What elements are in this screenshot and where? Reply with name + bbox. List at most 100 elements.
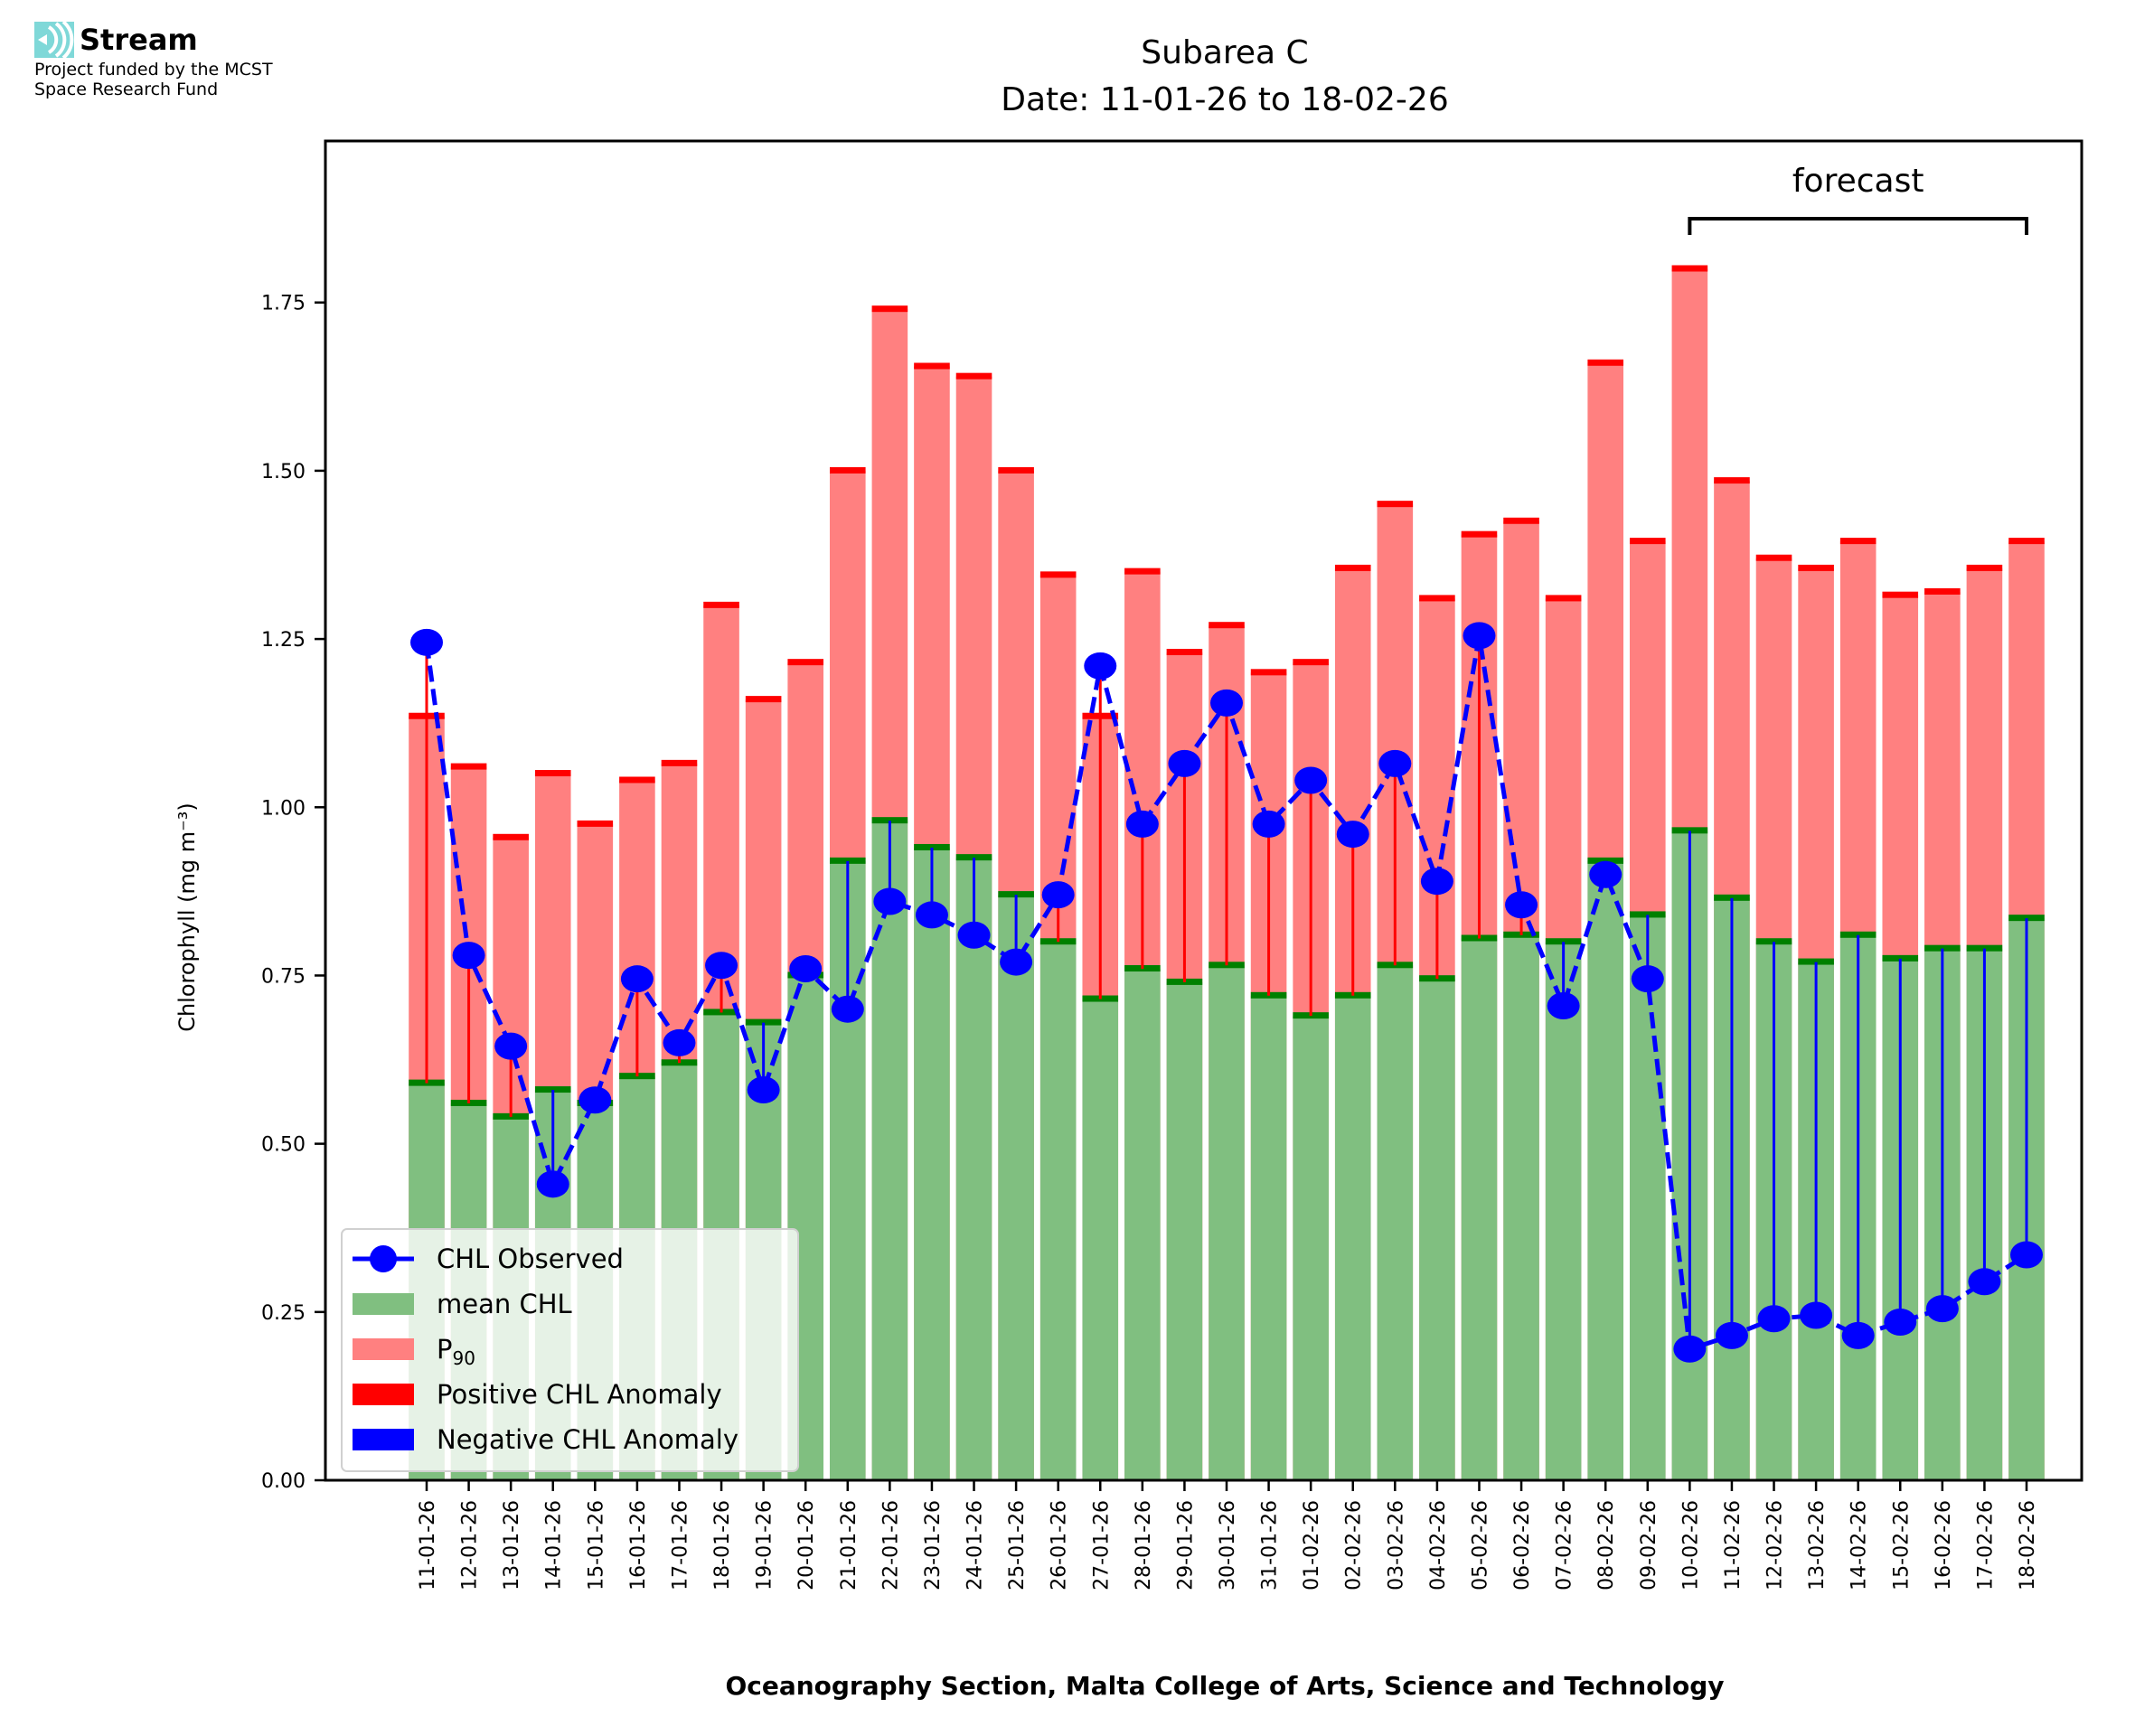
observed-point	[452, 942, 485, 970]
p90-cap	[1377, 501, 1414, 508]
p90-cap	[829, 466, 866, 474]
p90-cap	[1629, 538, 1666, 545]
mean-cap	[1882, 954, 1919, 962]
p90-cap	[745, 696, 782, 703]
p90-cap	[1671, 265, 1708, 272]
logo-name: Stream	[80, 23, 198, 57]
p90-cap	[1293, 659, 1329, 666]
x-tick-label: 22-01-26	[879, 1500, 902, 1591]
observed-point	[747, 1076, 780, 1104]
mean-bar	[1629, 915, 1666, 1480]
p90-cap	[1545, 595, 1582, 602]
x-tick-label: 13-01-26	[501, 1500, 523, 1591]
observed-point	[831, 995, 864, 1023]
p90-cap	[1966, 564, 2003, 571]
p90-cap	[534, 770, 571, 777]
x-tick-label: 15-01-26	[585, 1500, 607, 1591]
y-tick-label: 0.25	[261, 1302, 306, 1325]
x-tick-label: 06-02-26	[1511, 1500, 1534, 1591]
p90-cap	[577, 820, 614, 827]
x-tick-label: 04-02-26	[1427, 1500, 1450, 1591]
x-tick-label: 09-02-26	[1638, 1500, 1660, 1591]
observed-point	[1505, 891, 1538, 919]
mean-bar	[1377, 965, 1414, 1480]
axes-frame	[324, 139, 2083, 1482]
p90-cap	[2008, 538, 2045, 545]
x-tick-label: 03-02-26	[1385, 1500, 1407, 1591]
mean-cap	[955, 854, 992, 861]
x-tick-label: 18-01-26	[711, 1500, 734, 1591]
mean-cap	[1587, 857, 1624, 864]
p90-cap	[998, 466, 1034, 474]
mean-cap	[914, 843, 950, 850]
mean-bar	[914, 847, 950, 1480]
mean-cap	[1755, 938, 1792, 945]
p90-cap	[1587, 359, 1624, 366]
x-tick-label: 02-02-26	[1343, 1500, 1366, 1591]
observed-point	[1210, 689, 1243, 717]
mean-cap	[1839, 931, 1877, 938]
p90-cap	[1839, 538, 1877, 545]
mean-cap	[1714, 894, 1750, 901]
p90-cap	[1924, 587, 1961, 595]
mean-bar	[1124, 969, 1161, 1480]
legend-subscript: 90	[453, 1347, 475, 1369]
p90-cap	[914, 362, 950, 370]
legend-swatch-icon	[353, 1293, 414, 1315]
x-tick-label: 21-01-26	[838, 1500, 861, 1591]
x-tick-label: 16-01-26	[627, 1500, 650, 1591]
observed-point	[1589, 860, 1623, 888]
p90-cap	[1755, 554, 1792, 561]
legend-item: Negative CHL Anomaly	[353, 1424, 738, 1455]
p90-cap	[787, 659, 824, 666]
p90-cap	[1503, 517, 1539, 524]
mean-cap	[998, 891, 1034, 898]
observed-point	[1084, 652, 1117, 680]
forecast-annotation: forecast	[1688, 163, 2028, 235]
mean-cap	[745, 1018, 782, 1026]
mean-bar	[998, 895, 1034, 1480]
mean-cap	[829, 857, 866, 864]
funding-line-1: Project funded by the MCST	[34, 60, 273, 80]
x-tick-label: 07-02-26	[1554, 1500, 1576, 1591]
x-axis-label: Oceanography Section, Malta College of A…	[725, 1671, 1724, 1701]
y-axis-label: Chlorophyll (mg m⁻³)	[174, 802, 200, 1032]
p90-cap	[1334, 564, 1371, 571]
observed-point	[1336, 821, 1369, 849]
observed-point	[1673, 1335, 1707, 1363]
x-tick-label: 14-02-26	[1848, 1500, 1871, 1591]
x-tick-label: 12-02-26	[1764, 1500, 1787, 1591]
observed-point	[1841, 1321, 1875, 1349]
observed-point	[1378, 749, 1412, 777]
mean-bar	[1082, 999, 1119, 1480]
mean-cap	[1671, 827, 1708, 834]
legend-item: mean CHL	[353, 1289, 572, 1319]
chart-subtitle: Date: 11-01-26 to 18-02-26	[1001, 81, 1448, 118]
mean-bar	[955, 858, 992, 1480]
observed-point	[873, 887, 907, 915]
mean-cap	[1966, 944, 2003, 952]
observed-point	[1800, 1301, 1833, 1329]
x-tick-label: 08-02-26	[1595, 1500, 1618, 1591]
observed-point	[1631, 965, 1664, 993]
x-tick-label: 17-01-26	[669, 1500, 691, 1591]
observed-point	[705, 952, 738, 980]
observed-point	[2010, 1241, 2043, 1269]
mean-cap	[534, 1086, 571, 1093]
legend-swatch-icon	[353, 1429, 414, 1450]
p90-cap	[1124, 568, 1161, 575]
p90-cap	[871, 305, 908, 313]
x-tick-label: 10-02-26	[1679, 1500, 1702, 1591]
legend-label: Negative CHL Anomaly	[437, 1424, 738, 1455]
p90-cap	[1039, 571, 1077, 578]
x-tick-label: 12-01-26	[459, 1500, 482, 1591]
y-tick-label: 1.00	[261, 797, 306, 820]
funding-line-2: Space Research Fund	[34, 80, 219, 99]
observed-point	[1420, 868, 1453, 896]
observed-point	[578, 1086, 612, 1114]
x-tick-label: 27-01-26	[1090, 1500, 1113, 1591]
x-tick-label: 18-02-26	[2017, 1500, 2039, 1591]
p90-cap	[955, 372, 992, 380]
stream-waves-icon	[34, 20, 74, 60]
legend-label: Positive CHL Anomaly	[437, 1379, 722, 1410]
